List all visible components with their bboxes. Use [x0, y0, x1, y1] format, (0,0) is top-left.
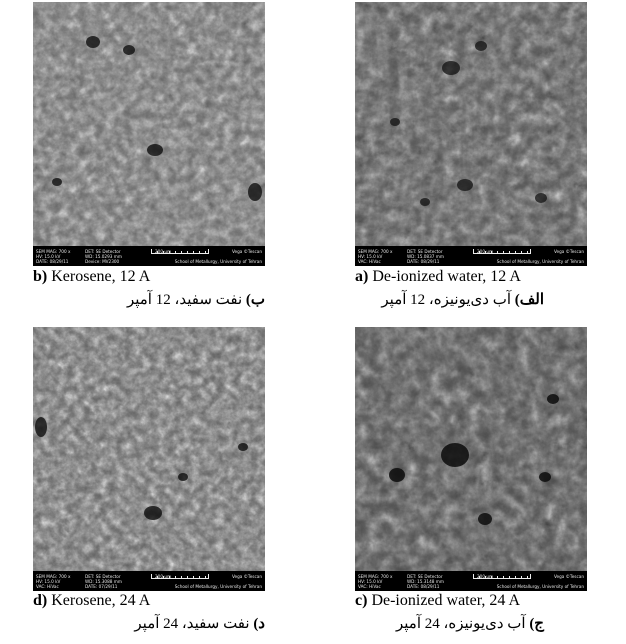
databar-wd: WD: 15.0293 mm [85, 254, 122, 259]
databar-vendor: Vega ©Tescan [554, 249, 584, 254]
databar-det: DET: SE Detector [407, 249, 443, 254]
databar-vac: VAC: HiVac [358, 584, 381, 589]
scale-bar [151, 574, 209, 579]
sem-micrograph-b: SEM MAG: 700 x HV: 15.0 kV DATE: 08/29/11 … [33, 2, 265, 266]
databar-wd: WD: 15.3088 mm [85, 579, 122, 584]
databar-det: DET: SE Detector [85, 574, 121, 579]
scale-label: 200 um [155, 249, 172, 254]
sem-databar: SEM MAG: 700 x HV: 15.0 kV DATE: 08/29/11 … [33, 246, 265, 266]
databar-hv: HV: 15.0 kV [36, 254, 61, 259]
databar-det: DET: SE Detector [407, 574, 443, 579]
sem-databar: SEM MAG: 700 x HV: 15.0 kV VAC: HiVac DET:… [355, 246, 587, 266]
databar-det: DET: SE Detector [85, 249, 121, 254]
databar-hv: HV: 15.0 kV [358, 254, 383, 259]
caption-fa-d: د) نفت سفید، 24 آمپر [134, 616, 265, 632]
caption-fa-c: ج) آب دی‌یونیزه، 24 آمپر [395, 616, 544, 632]
scale-label: 200 um [155, 574, 172, 579]
scale-bar [151, 249, 209, 254]
sem-surface-image [355, 327, 587, 571]
databar-mag: SEM MAG: 700 x [358, 249, 393, 254]
databar-date: DATE: 08/29/11 [36, 259, 69, 264]
databar-date: DATE: 07/29/11 [85, 584, 118, 589]
databar-mag: SEM MAG: 700 x [36, 574, 71, 579]
sem-micrograph-a: SEM MAG: 700 x HV: 15.0 kV VAC: HiVac DET:… [355, 2, 587, 266]
sem-surface-image [33, 2, 265, 246]
databar-device: Device: MV2300 [85, 259, 120, 264]
databar-date: DATE: 08/29/11 [407, 584, 440, 589]
databar-vac: VAC: HiVac [36, 584, 59, 589]
caption-fa-a: الف) آب دی‌یونیزه، 12 آمپر [381, 292, 544, 308]
caption-en-c: c) De-ionized water, 24 A [355, 592, 521, 609]
figure-panel-b: SEM MAG: 700 x HV: 15.0 kV DATE: 08/29/11 … [33, 2, 265, 266]
databar-date: DATE: 08/29/11 [407, 259, 440, 264]
databar-mag: SEM MAG: 700 x [36, 249, 71, 254]
figure-panel-a: SEM MAG: 700 x HV: 15.0 kV VAC: HiVac DET:… [355, 2, 587, 266]
databar-wd: WD: 15.0837 mm [407, 254, 444, 259]
databar-hv: HV: 15.0 kV [36, 579, 61, 584]
figure-panel-c: SEM MAG: 700 x HV: 15.0 kV VAC: HiVac DET:… [355, 327, 587, 591]
databar-lab: School of Metallurgy, University of Tehr… [174, 259, 262, 264]
databar-vendor: Vega ©Tescan [554, 574, 584, 579]
scale-label: 200 um [477, 574, 494, 579]
scale-bar [473, 249, 531, 254]
figure-panel-d: SEM MAG: 700 x HV: 15.0 kV VAC: HiVac DET:… [33, 327, 265, 591]
sem-surface-image [33, 327, 265, 571]
sem-databar: SEM MAG: 700 x HV: 15.0 kV VAC: HiVac DET:… [33, 571, 265, 591]
caption-en-a: a) De-ionized water, 12 A [355, 268, 521, 285]
databar-lab: School of Metallurgy, University of Tehr… [496, 259, 584, 264]
sem-micrograph-d: SEM MAG: 700 x HV: 15.0 kV VAC: HiVac DET:… [33, 327, 265, 591]
sem-surface-image [355, 2, 587, 246]
caption-en-d: d) Kerosene, 24 A [33, 592, 151, 609]
databar-vac: VAC: HiVac [358, 259, 381, 264]
databar-lab: School of Metallurgy, University of Tehr… [496, 584, 584, 589]
scale-bar [473, 574, 531, 579]
databar-vendor: Vega ©Tescan [232, 574, 262, 579]
sem-micrograph-c: SEM MAG: 700 x HV: 15.0 kV VAC: HiVac DET:… [355, 327, 587, 591]
sem-databar: SEM MAG: 700 x HV: 15.0 kV VAC: HiVac DET:… [355, 571, 587, 591]
databar-vendor: Vega ©Tescan [232, 249, 262, 254]
databar-wd: WD: 15.3148 mm [407, 579, 444, 584]
scale-label: 200 um [477, 249, 494, 254]
caption-fa-b: ب) نفت سفید، 12 آمپر [126, 292, 265, 308]
databar-hv: HV: 15.0 kV [358, 579, 383, 584]
caption-en-b: b) Kerosene, 12 A [33, 268, 151, 285]
databar-lab: School of Metallurgy, University of Tehr… [174, 584, 262, 589]
databar-mag: SEM MAG: 700 x [358, 574, 393, 579]
